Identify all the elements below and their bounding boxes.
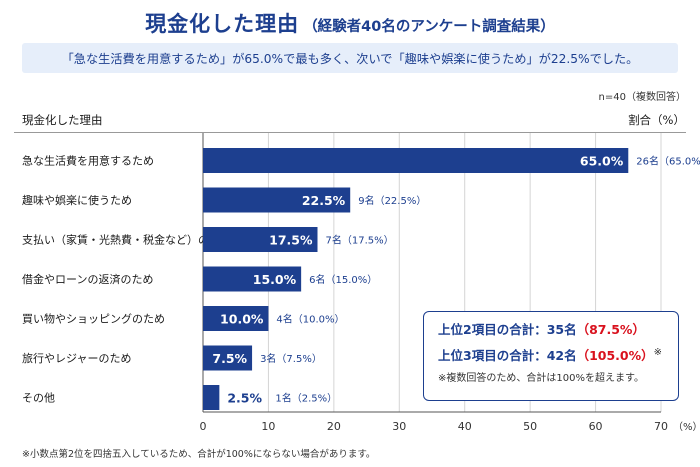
bar-count-label-6: 1名（2.5%） [275, 392, 337, 405]
summary-top3-pct: （105.0%） [576, 348, 654, 364]
summary-top3-mark: ※ [653, 347, 663, 358]
summary-top3-label: 上位3項目の合計：42名 [438, 348, 577, 364]
bar-value-label-1: 22.5% [302, 193, 346, 208]
bar-value-label-4: 10.0% [220, 312, 264, 327]
summary-banner: 「急な生活費を用意するため」が65.0%で最も多く、次いで「趣味や娯楽に使うため… [22, 43, 678, 73]
summary-top2-pct: （87.5%） [576, 322, 645, 337]
summary-top2: 上位2項目の合計：35名（87.5%） [438, 318, 678, 341]
category-label-2: 支払い（家賃・光熱費・税金など）のため [22, 233, 231, 247]
category-label-6: その他 [22, 392, 55, 405]
bar-count-label-0: 26名（65.0%） [636, 155, 700, 168]
x-tick-label-6: 60 [589, 420, 603, 433]
bar-count-label-1: 9名（22.5%） [358, 194, 426, 207]
category-label-3: 借金やローンの返済のため [22, 272, 153, 286]
bar-6 [203, 385, 220, 410]
x-tick-label-2: 20 [327, 420, 341, 433]
x-tick-label-5: 50 [523, 420, 537, 433]
bar-value-label-0: 65.0% [580, 154, 624, 169]
x-axis-unit: （%） [673, 421, 700, 433]
sample-note: n=40（複数回答） [598, 92, 686, 103]
chart-title: 現金化した理由 （経験者40名のアンケート調査結果） [0, 8, 700, 38]
summary-footnote: ※複数回答のため、合計は100%を超えます。 [438, 373, 644, 385]
bar-2 [203, 227, 318, 252]
summary-top3: 上位3項目の合計：42名（105.0%）※ [438, 341, 678, 367]
bar-value-label-5: 7.5% [212, 351, 247, 366]
category-label-0: 急な生活費を用意するため [22, 154, 154, 168]
bar-3 [203, 266, 302, 292]
x-tick-label-7: 70 [654, 420, 668, 433]
bar-1 [203, 187, 351, 213]
bar-count-label-2: 7名（17.5%） [326, 234, 394, 247]
bar-value-label-3: 15.0% [253, 272, 297, 287]
bar-count-label-4: 4名（10.0%） [276, 313, 344, 326]
title-main: 現金化した理由 [145, 12, 300, 36]
bar-count-label-3: 6名（15.0%） [309, 273, 377, 286]
summary-top2-label: 上位2項目の合計：35名 [438, 322, 577, 337]
summary-box: 上位2項目の合計：35名（87.5%） 上位3項目の合計：42名（105.0%）… [423, 311, 679, 401]
bar-value-label-2: 17.5% [269, 233, 313, 248]
rounding-footnote: ※小数点第2位を四捨五入しているため、合計が100%にならない場合があります。 [22, 449, 376, 460]
x-tick-label-3: 30 [392, 420, 406, 433]
category-label-5: 旅行やレジャーのため [22, 351, 131, 365]
header-divider [14, 132, 686, 133]
bar-0 [203, 148, 629, 173]
header-ratio: 割合（%） [628, 113, 685, 127]
x-tick-label-4: 40 [458, 420, 472, 433]
header-reason: 現金化した理由 [22, 113, 103, 127]
x-tick-label-1: 10 [261, 420, 275, 433]
bar-count-label-5: 3名（7.5%） [260, 352, 322, 365]
bar-value-label-6: 2.5% [227, 391, 262, 406]
title-sub: （経験者40名のアンケート調査結果） [303, 19, 555, 35]
category-label-4: 買い物やショッピングのため [22, 312, 165, 326]
bar-4 [203, 306, 269, 331]
bar-5 [203, 345, 253, 371]
x-tick-label-0: 0 [200, 420, 207, 433]
category-label-1: 趣味や娯楽に使うため [22, 193, 132, 207]
